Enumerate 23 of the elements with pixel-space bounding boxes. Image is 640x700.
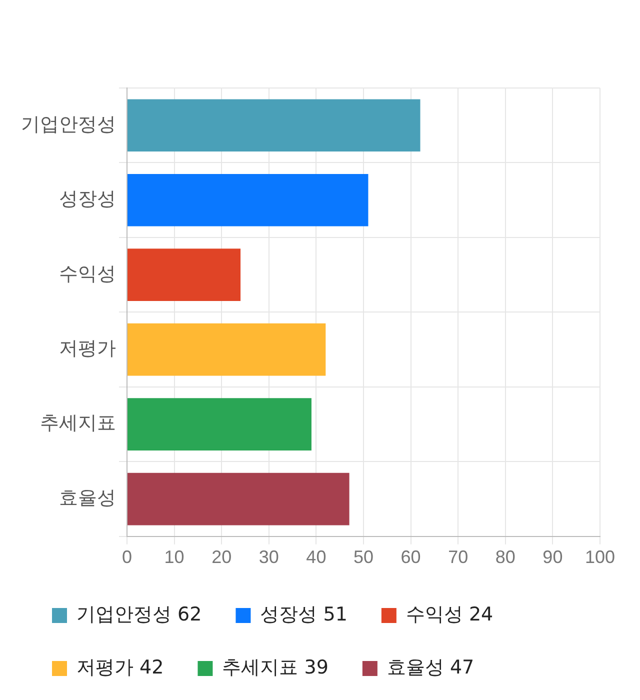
y-tick-label: 효율성 <box>59 486 116 509</box>
x-tick-label: 30 <box>258 547 279 568</box>
x-tick-label: 0 <box>122 547 132 568</box>
x-tick-label: 90 <box>542 547 563 568</box>
x-tick-label: 10 <box>164 547 184 568</box>
x-tick-label: 60 <box>400 547 421 568</box>
legend-label: 추세지표 39 <box>222 656 328 678</box>
y-tick-label: 성장성 <box>59 188 116 210</box>
legend-label: 기업안정성 62 <box>76 603 202 626</box>
x-tick-label: 40 <box>306 547 326 568</box>
x-tick-label: 80 <box>495 547 516 568</box>
y-tick-label: 기업안정성 <box>21 113 116 136</box>
x-tick-label: 50 <box>353 547 374 568</box>
x-tick-label: 70 <box>448 547 468 568</box>
x-tick-label: 100 <box>584 547 616 568</box>
y-tick-label: 추세지표 <box>40 412 116 434</box>
x-tick-label: 20 <box>212 547 232 568</box>
y-tick-label: 수익성 <box>59 262 116 285</box>
legend-label: 저평가 42 <box>76 656 164 678</box>
legend-label: 성장성 51 <box>260 603 348 626</box>
y-tick-label: 저평가 <box>59 338 116 360</box>
legend-label: 수익성 24 <box>406 603 494 626</box>
legend-label: 효율성 47 <box>386 656 474 678</box>
